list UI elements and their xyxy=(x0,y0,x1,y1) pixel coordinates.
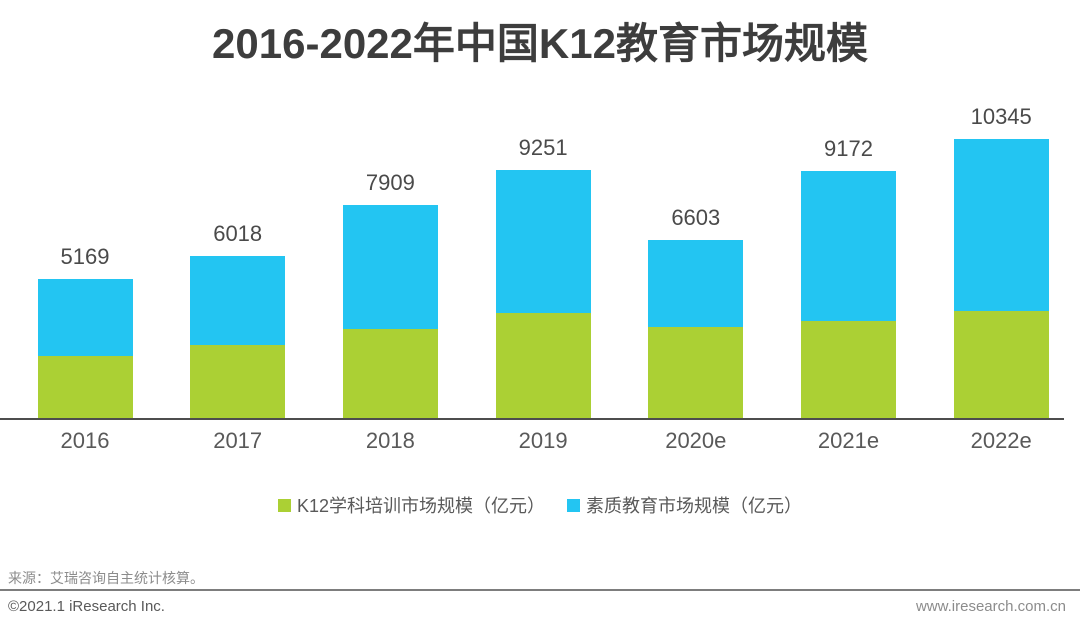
legend: K12学科培训市场规模（亿元） 素质教育市场规模（亿元） xyxy=(0,492,1080,518)
bar-segment-series-0 xyxy=(190,345,286,418)
k12-training-swatch-icon xyxy=(277,498,291,512)
legend-label-quality-education: 素质教育市场规模（亿元） xyxy=(586,496,803,516)
bar-total-label: 7909 xyxy=(365,170,415,195)
bar-segment-series-0 xyxy=(648,327,744,418)
bar-total-label: 9172 xyxy=(824,136,873,161)
footer-divider xyxy=(0,589,1080,591)
bar-segment-series-0 xyxy=(495,313,591,418)
bar-segment-series-0 xyxy=(801,321,896,418)
x-tick-2020e: 2020e xyxy=(665,428,727,453)
x-axis-ticks: 2016 2017 2018 2019 2020e 2021e 2022e xyxy=(0,428,1064,454)
legend-item-quality-education: 素质教育市场规模（亿元） xyxy=(567,492,802,518)
x-tick-2016: 2016 xyxy=(60,428,110,453)
legend-item-k12-training: K12学科培训市场规模（亿元） xyxy=(277,492,546,518)
bar-group-2022e: 10345 xyxy=(925,104,1077,418)
bar-group-2017: 6018 xyxy=(162,221,314,418)
x-tick-2017: 2017 xyxy=(213,428,263,453)
bar-segment-series-0 xyxy=(342,329,438,418)
bar-group-2019: 9251 xyxy=(467,135,619,418)
stacked-bar xyxy=(342,205,438,418)
bar-segment-series-1 xyxy=(190,256,286,345)
footer-copyright: ©2021.1 iResearch Inc. xyxy=(8,598,165,615)
x-tick-2019: 2019 xyxy=(518,428,568,453)
bar-segment-series-1 xyxy=(342,205,438,329)
bar-segment-series-0 xyxy=(37,356,133,418)
chart-title: 2016-2022年中国K12教育市场规模 xyxy=(212,20,868,67)
quality-education-swatch-icon xyxy=(567,498,581,512)
bar-group-2020e: 6603 xyxy=(620,205,772,418)
stacked-bar xyxy=(648,240,744,418)
bar-segment-series-1 xyxy=(37,279,133,356)
stacked-bar xyxy=(495,170,591,418)
bar-total-label: 6603 xyxy=(671,205,721,230)
bar-segment-series-1 xyxy=(801,171,896,321)
bar-total-label: 6018 xyxy=(213,221,263,246)
legend-label-k12-training: K12学科培训市场规模（亿元） xyxy=(296,496,546,516)
x-tick-2022e: 2022e xyxy=(970,428,1032,453)
x-tick-2018: 2018 xyxy=(365,428,415,453)
footer-website: www.iresearch.com.cn xyxy=(915,598,1066,615)
bar-segment-series-1 xyxy=(953,139,1049,311)
stacked-bar xyxy=(953,139,1049,418)
bar-group-2018: 7909 xyxy=(314,170,466,418)
stacked-bar xyxy=(37,279,133,418)
bar-total-label: 10345 xyxy=(970,104,1032,129)
source-note: 来源：艾瑞咨询自主统计核算。 xyxy=(8,570,204,586)
bar-segment-series-1 xyxy=(648,240,744,327)
bar-total-label: 9251 xyxy=(518,135,568,160)
bar-group-2016: 5169 xyxy=(9,244,161,418)
bar-segment-series-1 xyxy=(495,170,591,313)
x-tick-2021e: 2021e xyxy=(817,428,880,453)
plot-area: 5169 6018 7909 9251 6603 9172 10345 xyxy=(0,88,1064,420)
bar-group-2021e: 9172 xyxy=(773,136,925,418)
stacked-bar xyxy=(190,256,286,418)
bar-segment-series-0 xyxy=(953,311,1049,418)
bar-total-label: 5169 xyxy=(60,244,110,269)
stacked-bar xyxy=(801,171,896,418)
